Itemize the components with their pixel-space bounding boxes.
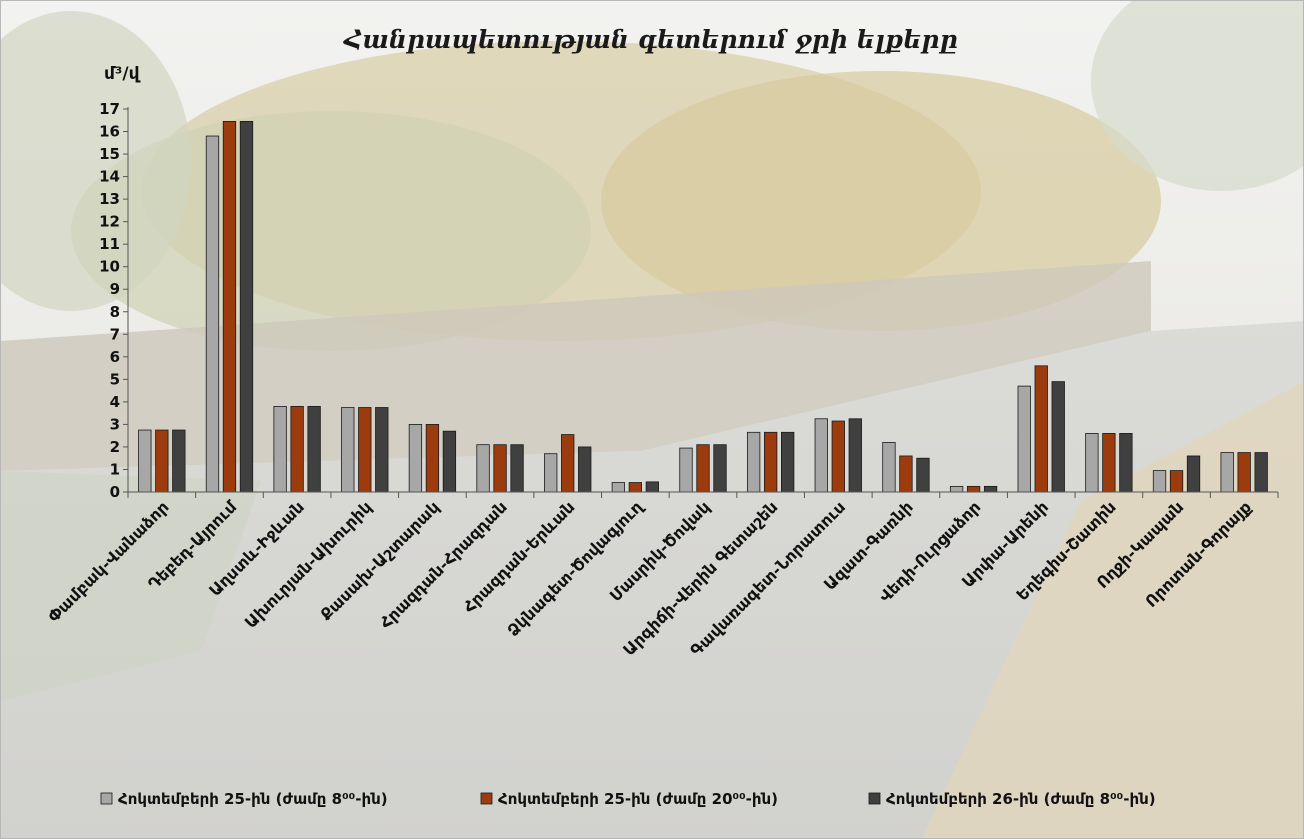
- bar-s2-13: [1051, 381, 1065, 493]
- bar-s2-4: [442, 430, 457, 493]
- bar-s1-9: [763, 431, 778, 493]
- bar-s2-5: [510, 444, 524, 493]
- x-category-label: Հրազդան-Հրազդան: [376, 497, 511, 632]
- bar-s2-11: [916, 457, 930, 493]
- legend-label: Հոկտեմբերի 25-ին (ժամը 8⁰⁰-ին): [118, 790, 388, 808]
- bar-s1-16: [1237, 452, 1251, 493]
- bar-s0-7: [611, 482, 626, 493]
- y-tick-label: 15: [99, 145, 120, 163]
- bar-s1-3: [358, 407, 372, 493]
- bar-s2-15: [1186, 455, 1201, 493]
- bar-s0-16: [1220, 452, 1234, 493]
- bar-s2-10: [848, 418, 862, 493]
- bar-s0-11: [882, 442, 896, 493]
- x-category-label: Ձկնագետ-Ծովագյուղ: [503, 496, 647, 640]
- bar-s0-9: [746, 431, 761, 493]
- x-category-label: Ախուրյան-Ախուրիկ: [241, 497, 376, 632]
- y-tick-label: 10: [99, 258, 120, 276]
- x-category-label: Փամբակ-Վանաձոր: [44, 497, 173, 626]
- y-tick-label: 5: [110, 370, 120, 388]
- legend-swatch: [868, 792, 881, 805]
- y-tick-label: 17: [99, 100, 120, 118]
- y-tick-label: 9: [110, 280, 120, 298]
- bar-s0-2: [273, 405, 287, 493]
- x-category-label: Հրազդան-Երևան: [459, 497, 578, 616]
- bar-s1-7: [628, 482, 643, 493]
- y-tick-label: 11: [99, 235, 120, 253]
- bar-s1-12: [966, 485, 981, 493]
- y-tick-label: 16: [99, 123, 120, 141]
- bar-series-group: [138, 120, 1268, 493]
- bar-s2-0: [172, 429, 186, 493]
- bar-s0-8: [679, 447, 693, 493]
- y-tick-label: 3: [110, 415, 120, 433]
- bar-s2-14: [1119, 433, 1133, 493]
- bar-s2-9: [780, 431, 795, 493]
- legend-swatch: [100, 792, 113, 805]
- bar-s1-4: [425, 424, 440, 493]
- bar-s1-15: [1169, 470, 1184, 493]
- chart-title: Հանրապետության գետերում ջրի ելքերը: [342, 25, 958, 54]
- y-tick-label: 0: [110, 483, 120, 501]
- y-tick-label: 8: [110, 303, 120, 321]
- bar-s0-6: [544, 453, 558, 493]
- bar-s2-1: [239, 120, 254, 493]
- y-tick-label: 14: [99, 168, 120, 186]
- bar-s0-4: [408, 424, 423, 493]
- bar-s1-6: [561, 434, 575, 493]
- bar-s1-0: [155, 429, 169, 493]
- bar-s2-7: [645, 481, 660, 493]
- y-axis-unit-label: մ³/վ: [104, 64, 141, 84]
- bar-s2-12: [983, 485, 998, 493]
- bar-s1-8: [696, 444, 710, 493]
- y-tick-label: 13: [99, 190, 120, 208]
- bar-s0-0: [138, 429, 152, 493]
- bar-s1-11: [899, 455, 913, 493]
- bar-s2-2: [307, 405, 321, 493]
- chart-axes: [127, 107, 1279, 498]
- bar-s0-1: [205, 135, 220, 493]
- bar-s2-8: [713, 444, 727, 493]
- legend-label: Հոկտեմբերի 25-ին (ժամը 20⁰⁰-ին): [498, 790, 778, 808]
- bar-s0-3: [341, 407, 355, 493]
- bar-s0-14: [1085, 433, 1099, 493]
- bar-s1-1: [222, 120, 237, 493]
- bar-s1-2: [290, 405, 304, 493]
- bar-s0-15: [1152, 470, 1167, 493]
- bar-s1-13: [1034, 365, 1048, 493]
- bar-s2-6: [578, 446, 592, 493]
- legend-label: Հոկտեմբերի 26-ին (ժամը 8⁰⁰-ին): [886, 790, 1156, 808]
- bar-s2-3: [375, 407, 389, 493]
- y-tick-label: 12: [99, 213, 120, 231]
- bar-s0-5: [476, 444, 490, 493]
- chart-legend: Հոկտեմբերի 25-ին (ժամը 8⁰⁰-ին) Հոկտեմբերի…: [100, 790, 1156, 808]
- y-tick-label: 7: [110, 325, 120, 343]
- bar-s2-16: [1254, 452, 1268, 493]
- bar-s1-14: [1102, 433, 1116, 493]
- y-tick-label: 4: [110, 393, 120, 411]
- y-tick-label: 2: [110, 438, 120, 456]
- bar-s1-10: [831, 420, 845, 493]
- x-axis-category-labels: Փամբակ-ՎանաձորԴեբեդ-ԱյրումԱղստև-ԻջևանԱխո…: [44, 496, 1255, 660]
- x-category-label: Քասախ-Աշտարակ: [317, 497, 444, 624]
- bar-s0-13: [1017, 385, 1031, 493]
- bar-s0-10: [814, 418, 828, 493]
- y-tick-label: 1: [110, 460, 120, 478]
- y-tick-label: 6: [110, 348, 120, 366]
- bar-s0-12: [949, 485, 964, 493]
- bar-s1-5: [493, 444, 507, 493]
- legend-swatch: [480, 792, 493, 805]
